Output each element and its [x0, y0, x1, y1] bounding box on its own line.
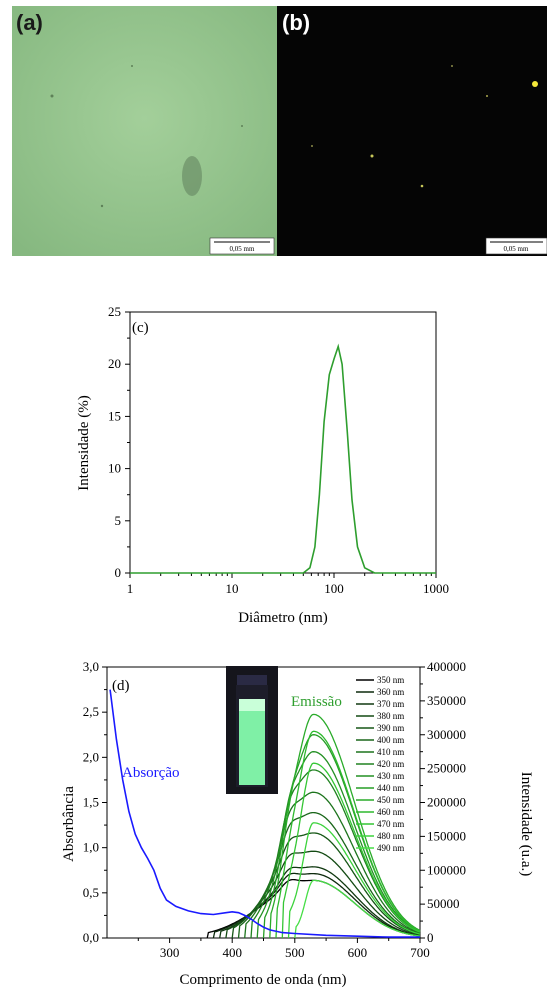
chart-d-ylabel: Absorbância	[61, 786, 77, 862]
legend-label: 460 nm	[377, 807, 404, 817]
legend-label: 480 nm	[377, 831, 404, 841]
micrographs: (a) 0,05 mm (b) 0,05 mm	[12, 6, 547, 256]
chart-d-ytick-right-label: 400000	[427, 659, 466, 674]
legend-label: 450 nm	[377, 795, 404, 805]
legend-label: 390 nm	[377, 723, 404, 733]
chart-c-xtick-label: 1000	[423, 581, 449, 596]
micrograph-a: (a) 0,05 mm	[12, 6, 277, 256]
absorption-series-line	[109, 689, 420, 938]
legend-label: 350 nm	[377, 675, 404, 685]
emission-annotation: Emissão	[291, 694, 342, 710]
chart-d-ytick-label: 0,5	[83, 885, 99, 900]
emission-line	[275, 730, 421, 939]
legend-label: 430 nm	[377, 771, 404, 781]
chart-d-xtick-label: 700	[410, 945, 430, 960]
chart-d-xtick-label: 300	[160, 945, 180, 960]
emission-line	[294, 879, 421, 939]
absorption-annotation: Absorção	[122, 765, 179, 781]
chart-d-ytick-right-label: 300000	[427, 727, 466, 742]
chart-c-plot-frame	[129, 311, 437, 574]
micrograph-b: (b) 0,05 mm	[277, 6, 547, 256]
chart-d-ytick-right-label: 200000	[427, 795, 466, 810]
legend-label: 470 nm	[377, 819, 404, 829]
legend-label: 490 nm	[377, 843, 404, 853]
chart-d-ytick-right-label: 0	[427, 930, 434, 945]
chart-c-series-line	[130, 343, 436, 574]
chart-d-ytick-label: 1,0	[83, 840, 99, 855]
emission-series-group	[206, 713, 421, 939]
chart-d-ytick-label: 3,0	[83, 659, 99, 674]
legend-label: 380 nm	[377, 711, 404, 721]
chart-d-ytick-right-label: 100000	[427, 862, 466, 877]
chart-d-xtick-label: 500	[285, 945, 305, 960]
scale-bar-b-text: 0,05 mm	[504, 245, 529, 253]
chart-d-ytick-right-label: 50000	[427, 896, 460, 911]
chart-c-ytick-label: 10	[108, 461, 121, 476]
legend: 350 nm 360 nm 370 nm 380 nm 390 nm 400 nm 410 …	[356, 675, 404, 853]
chart-c-xtick-label: 10	[226, 581, 239, 596]
chart-d-ytick-right-label: 250000	[427, 761, 466, 776]
legend-label: 440 nm	[377, 783, 404, 793]
chart-c-ytick-label: 5	[115, 513, 122, 528]
micrograph-a-label: (a)	[16, 10, 43, 35]
legend-label: 370 nm	[377, 699, 404, 709]
emission-line	[287, 822, 421, 939]
emission-line	[225, 850, 421, 939]
chart-c-ylabel: Intensidade (%)	[76, 395, 92, 490]
chart-c-xtick-label: 1	[127, 581, 134, 596]
chart-c-ytick-label: 20	[108, 356, 121, 371]
chart-d-xlabel: Comprimento de onda (nm)	[179, 972, 346, 988]
chart-d-ytick-right-label: 350000	[427, 693, 466, 708]
chart-c-xtick-label: 100	[324, 581, 344, 596]
emission-line	[256, 751, 421, 939]
chart-d-panel-label: (d)	[112, 678, 130, 694]
chart-d: 300 400 500 600 700 0,0 0,5 1,0 1,5 2,0 2,5 3,0 0 500…	[61, 659, 534, 988]
micrograph-b-label: (b)	[282, 10, 310, 35]
chart-d-ytick-label: 2,0	[83, 749, 99, 764]
chart-c: 1 10 100 1000 0 5 10 15 20 25 (c) Diâmetro (nm) I…	[76, 304, 449, 626]
chart-c-ytick-label: 0	[115, 565, 122, 580]
chart-d-xtick-label: 600	[348, 945, 368, 960]
legend-label: 410 nm	[377, 747, 404, 757]
legend-label: 400 nm	[377, 735, 404, 745]
chart-d-xtick-label: 400	[222, 945, 242, 960]
chart-d-ytick-label: 2,5	[83, 704, 99, 719]
legend-label: 420 nm	[377, 759, 404, 769]
chart-d-ylabel-right: Intensidade (u.a.)	[518, 772, 534, 877]
chart-d-ytick-right-label: 150000	[427, 828, 466, 843]
emission-line	[250, 769, 421, 939]
chart-c-ytick-label: 15	[108, 408, 121, 423]
chart-c-panel-label: (c)	[132, 320, 149, 336]
chart-d-ytick-label: 1,5	[83, 795, 99, 810]
emission-line	[269, 713, 421, 939]
cuvette-photo	[226, 666, 278, 794]
chart-c-ytick-label: 25	[108, 304, 121, 319]
chart-d-ytick-label: 0,0	[83, 930, 99, 945]
scale-bar-a-text: 0,05 mm	[230, 245, 255, 253]
emission-line	[281, 762, 421, 939]
chart-c-xlabel: Diâmetro (nm)	[238, 610, 328, 626]
legend-label: 360 nm	[377, 687, 404, 697]
